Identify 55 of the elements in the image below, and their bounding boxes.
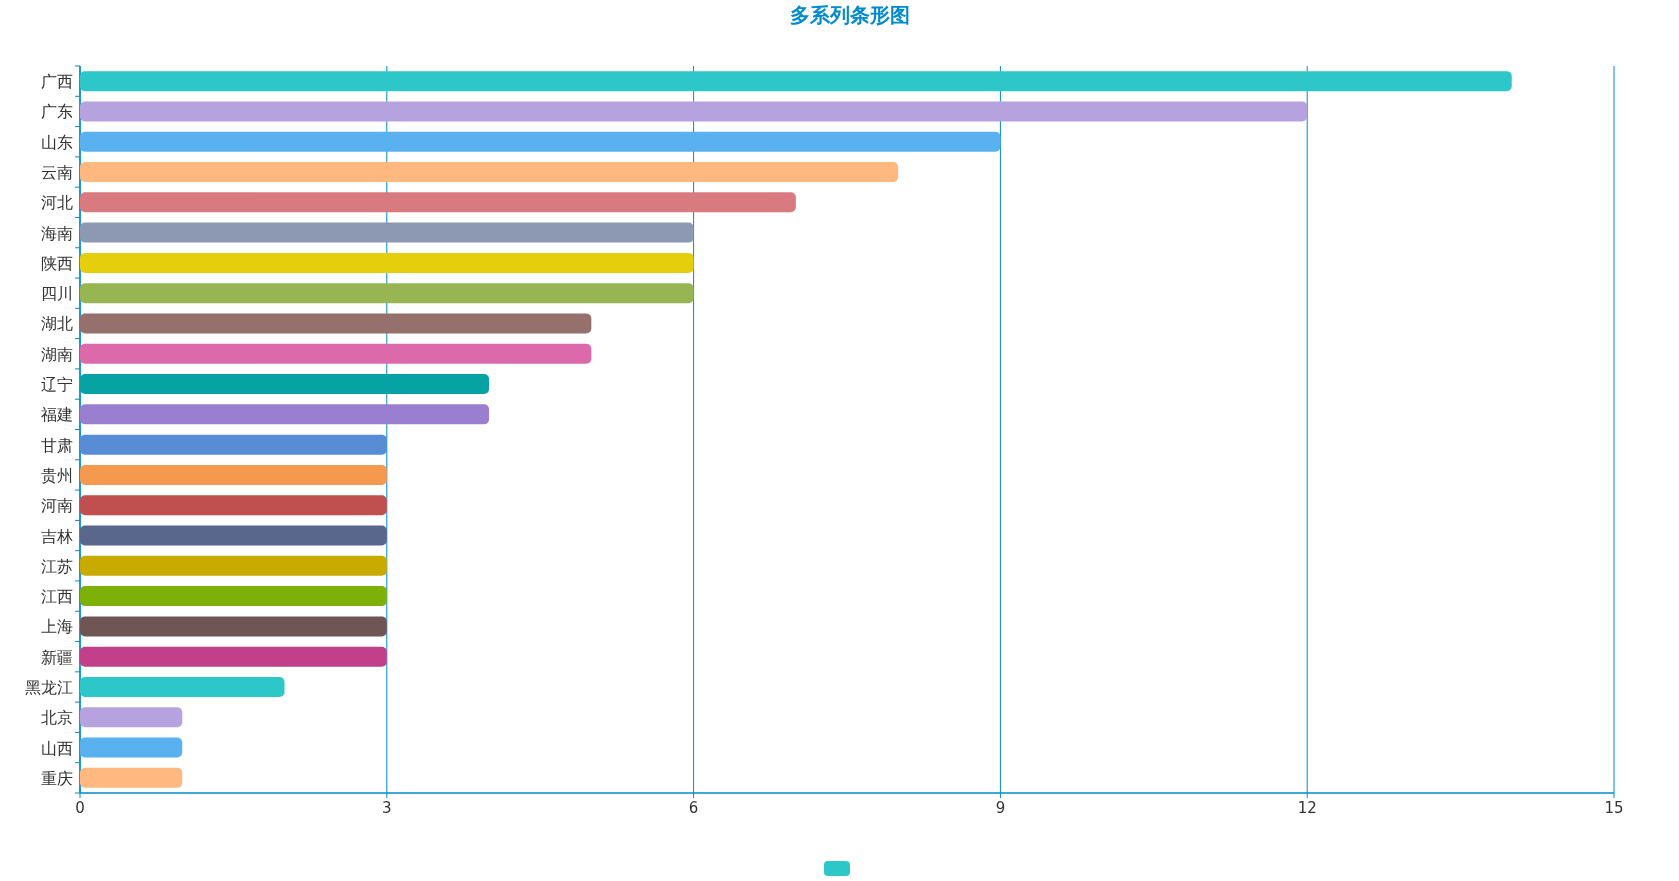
bar xyxy=(80,434,387,455)
x-tick-label: 15 xyxy=(1604,799,1624,817)
y-tick-label: 河南 xyxy=(41,496,73,516)
y-tick-label: 河北 xyxy=(41,193,73,213)
y-tick-label: 吉林 xyxy=(41,526,73,546)
y-tick-label: 湖南 xyxy=(41,344,73,364)
bar xyxy=(80,676,285,697)
x-tick-label: 6 xyxy=(688,799,699,817)
bar xyxy=(80,767,183,788)
bar xyxy=(80,283,694,304)
bar xyxy=(80,131,1001,152)
y-tick-label: 云南 xyxy=(41,163,73,183)
x-tick-label: 3 xyxy=(382,799,392,817)
y-tick-label: 甘肃 xyxy=(41,435,73,455)
y-tick-label: 广东 xyxy=(41,102,73,122)
y-tick-label: 新疆 xyxy=(41,647,73,667)
x-tick-label: 9 xyxy=(995,799,1006,817)
bar xyxy=(80,343,592,364)
y-tick-label: 江西 xyxy=(41,587,73,607)
y-tick-label: 福建 xyxy=(41,405,73,425)
chart-title: 多系列条形图 xyxy=(790,3,910,27)
bar xyxy=(80,555,387,576)
y-tick-label: 陕西 xyxy=(41,253,73,273)
x-tick-label: 12 xyxy=(1297,799,1317,817)
y-tick-label: 广西 xyxy=(41,72,73,92)
bar xyxy=(80,162,899,183)
bar xyxy=(80,252,694,273)
x-tick-label: 0 xyxy=(75,799,85,817)
y-tick-label: 江苏 xyxy=(41,556,73,576)
bar xyxy=(80,646,387,667)
bar xyxy=(80,737,183,758)
bar xyxy=(80,192,796,213)
y-tick-label: 上海 xyxy=(41,617,73,637)
y-tick-label: 辽宁 xyxy=(41,375,73,395)
bar xyxy=(80,616,387,637)
bar xyxy=(80,71,1512,92)
y-tick-label: 黑龙江 xyxy=(25,677,73,697)
y-tick-label: 四川 xyxy=(41,284,73,304)
bar xyxy=(80,374,490,395)
bar xyxy=(80,525,387,546)
y-tick-label: 海南 xyxy=(41,223,73,243)
bar xyxy=(80,707,183,728)
y-tick-label: 山西 xyxy=(41,738,73,758)
bar xyxy=(80,222,694,243)
bar xyxy=(80,464,387,485)
bar xyxy=(80,404,490,425)
bar xyxy=(80,101,1308,122)
y-tick-label: 山东 xyxy=(41,132,73,152)
bar xyxy=(80,586,387,607)
y-tick-label: 湖北 xyxy=(41,314,73,334)
y-tick-label: 北京 xyxy=(41,708,73,728)
y-tick-label: 贵州 xyxy=(41,465,73,485)
bar xyxy=(80,313,592,334)
y-tick-label: 重庆 xyxy=(41,768,73,788)
bar xyxy=(80,495,387,516)
